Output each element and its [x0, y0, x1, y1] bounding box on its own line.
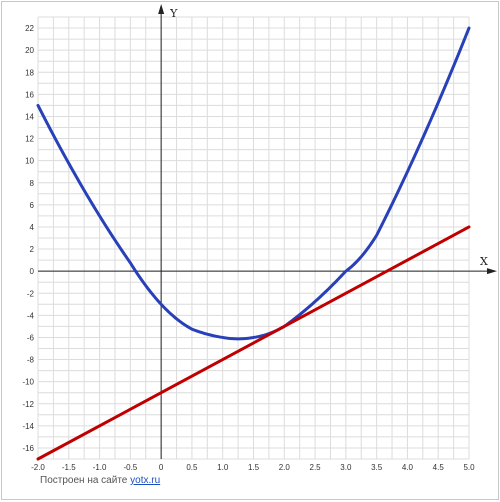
credit-text: Построен на сайте [40, 475, 128, 486]
tick-labels: -2.0 -1.5 -1.0 -0.5 0 0.5 1.0 1.5 2.0 2.5 3.0 3.5 4.… [22, 24, 475, 472]
tangent-series-line [36, 225, 471, 461]
x-tick-label: 1.5 [248, 463, 260, 472]
y-tick-label: -2 [27, 289, 35, 298]
y-axis-label: Y [169, 7, 178, 20]
credit-line: Построен на сайте yotx.ru [40, 475, 160, 486]
x-tick-label: 0 [159, 463, 164, 472]
y-tick-label: 20 [25, 46, 34, 55]
x-tick-label: -1.0 [93, 463, 107, 472]
series-lines [36, 26, 471, 461]
y-tick-label: 12 [25, 135, 34, 144]
x-axis-label: X [480, 255, 488, 268]
x-tick-label: 0.5 [186, 463, 198, 472]
x-tick-label: 3.0 [340, 463, 352, 472]
x-tick-label: 3.5 [371, 463, 383, 472]
x-tick-label: 4.5 [433, 463, 445, 472]
y-tick-label: 10 [25, 157, 34, 166]
y-tick-label: -6 [27, 333, 35, 342]
axes: X Y [38, 4, 497, 459]
y-tick-label: 4 [30, 223, 35, 232]
x-tick-label: -2.0 [31, 463, 45, 472]
x-tick-label: 4.0 [402, 463, 414, 472]
y-tick-label: 22 [25, 24, 34, 33]
x-tick-label: 2.0 [279, 463, 291, 472]
y-tick-label: 14 [25, 112, 34, 121]
grid [37, 16, 470, 460]
y-tick-label: -8 [27, 356, 35, 365]
y-tick-label: -14 [22, 422, 34, 431]
y-tick-label: 16 [25, 90, 34, 99]
y-tick-label: -16 [22, 444, 34, 453]
y-tick-label: 6 [30, 201, 35, 210]
y-tick-label: -4 [27, 311, 35, 320]
y-axis-arrow [158, 4, 165, 14]
y-tick-label: 18 [25, 68, 34, 77]
y-tick-label: 8 [30, 179, 35, 188]
x-tick-label: 5.0 [463, 463, 475, 472]
x-tick-label: -1.5 [62, 463, 76, 472]
y-tick-label: -10 [22, 378, 34, 387]
y-tick-label: -12 [22, 400, 34, 409]
parabola-series-line [36, 26, 471, 341]
x-tick-label: 1.0 [217, 463, 229, 472]
x-tick-label: -0.5 [123, 463, 137, 472]
y-tick-label: 2 [30, 245, 35, 254]
credit-link[interactable]: yotx.ru [130, 475, 161, 486]
x-axis-arrow [487, 268, 497, 275]
x-tick-label: 2.5 [310, 463, 322, 472]
y-tick-label: 0 [30, 267, 35, 276]
